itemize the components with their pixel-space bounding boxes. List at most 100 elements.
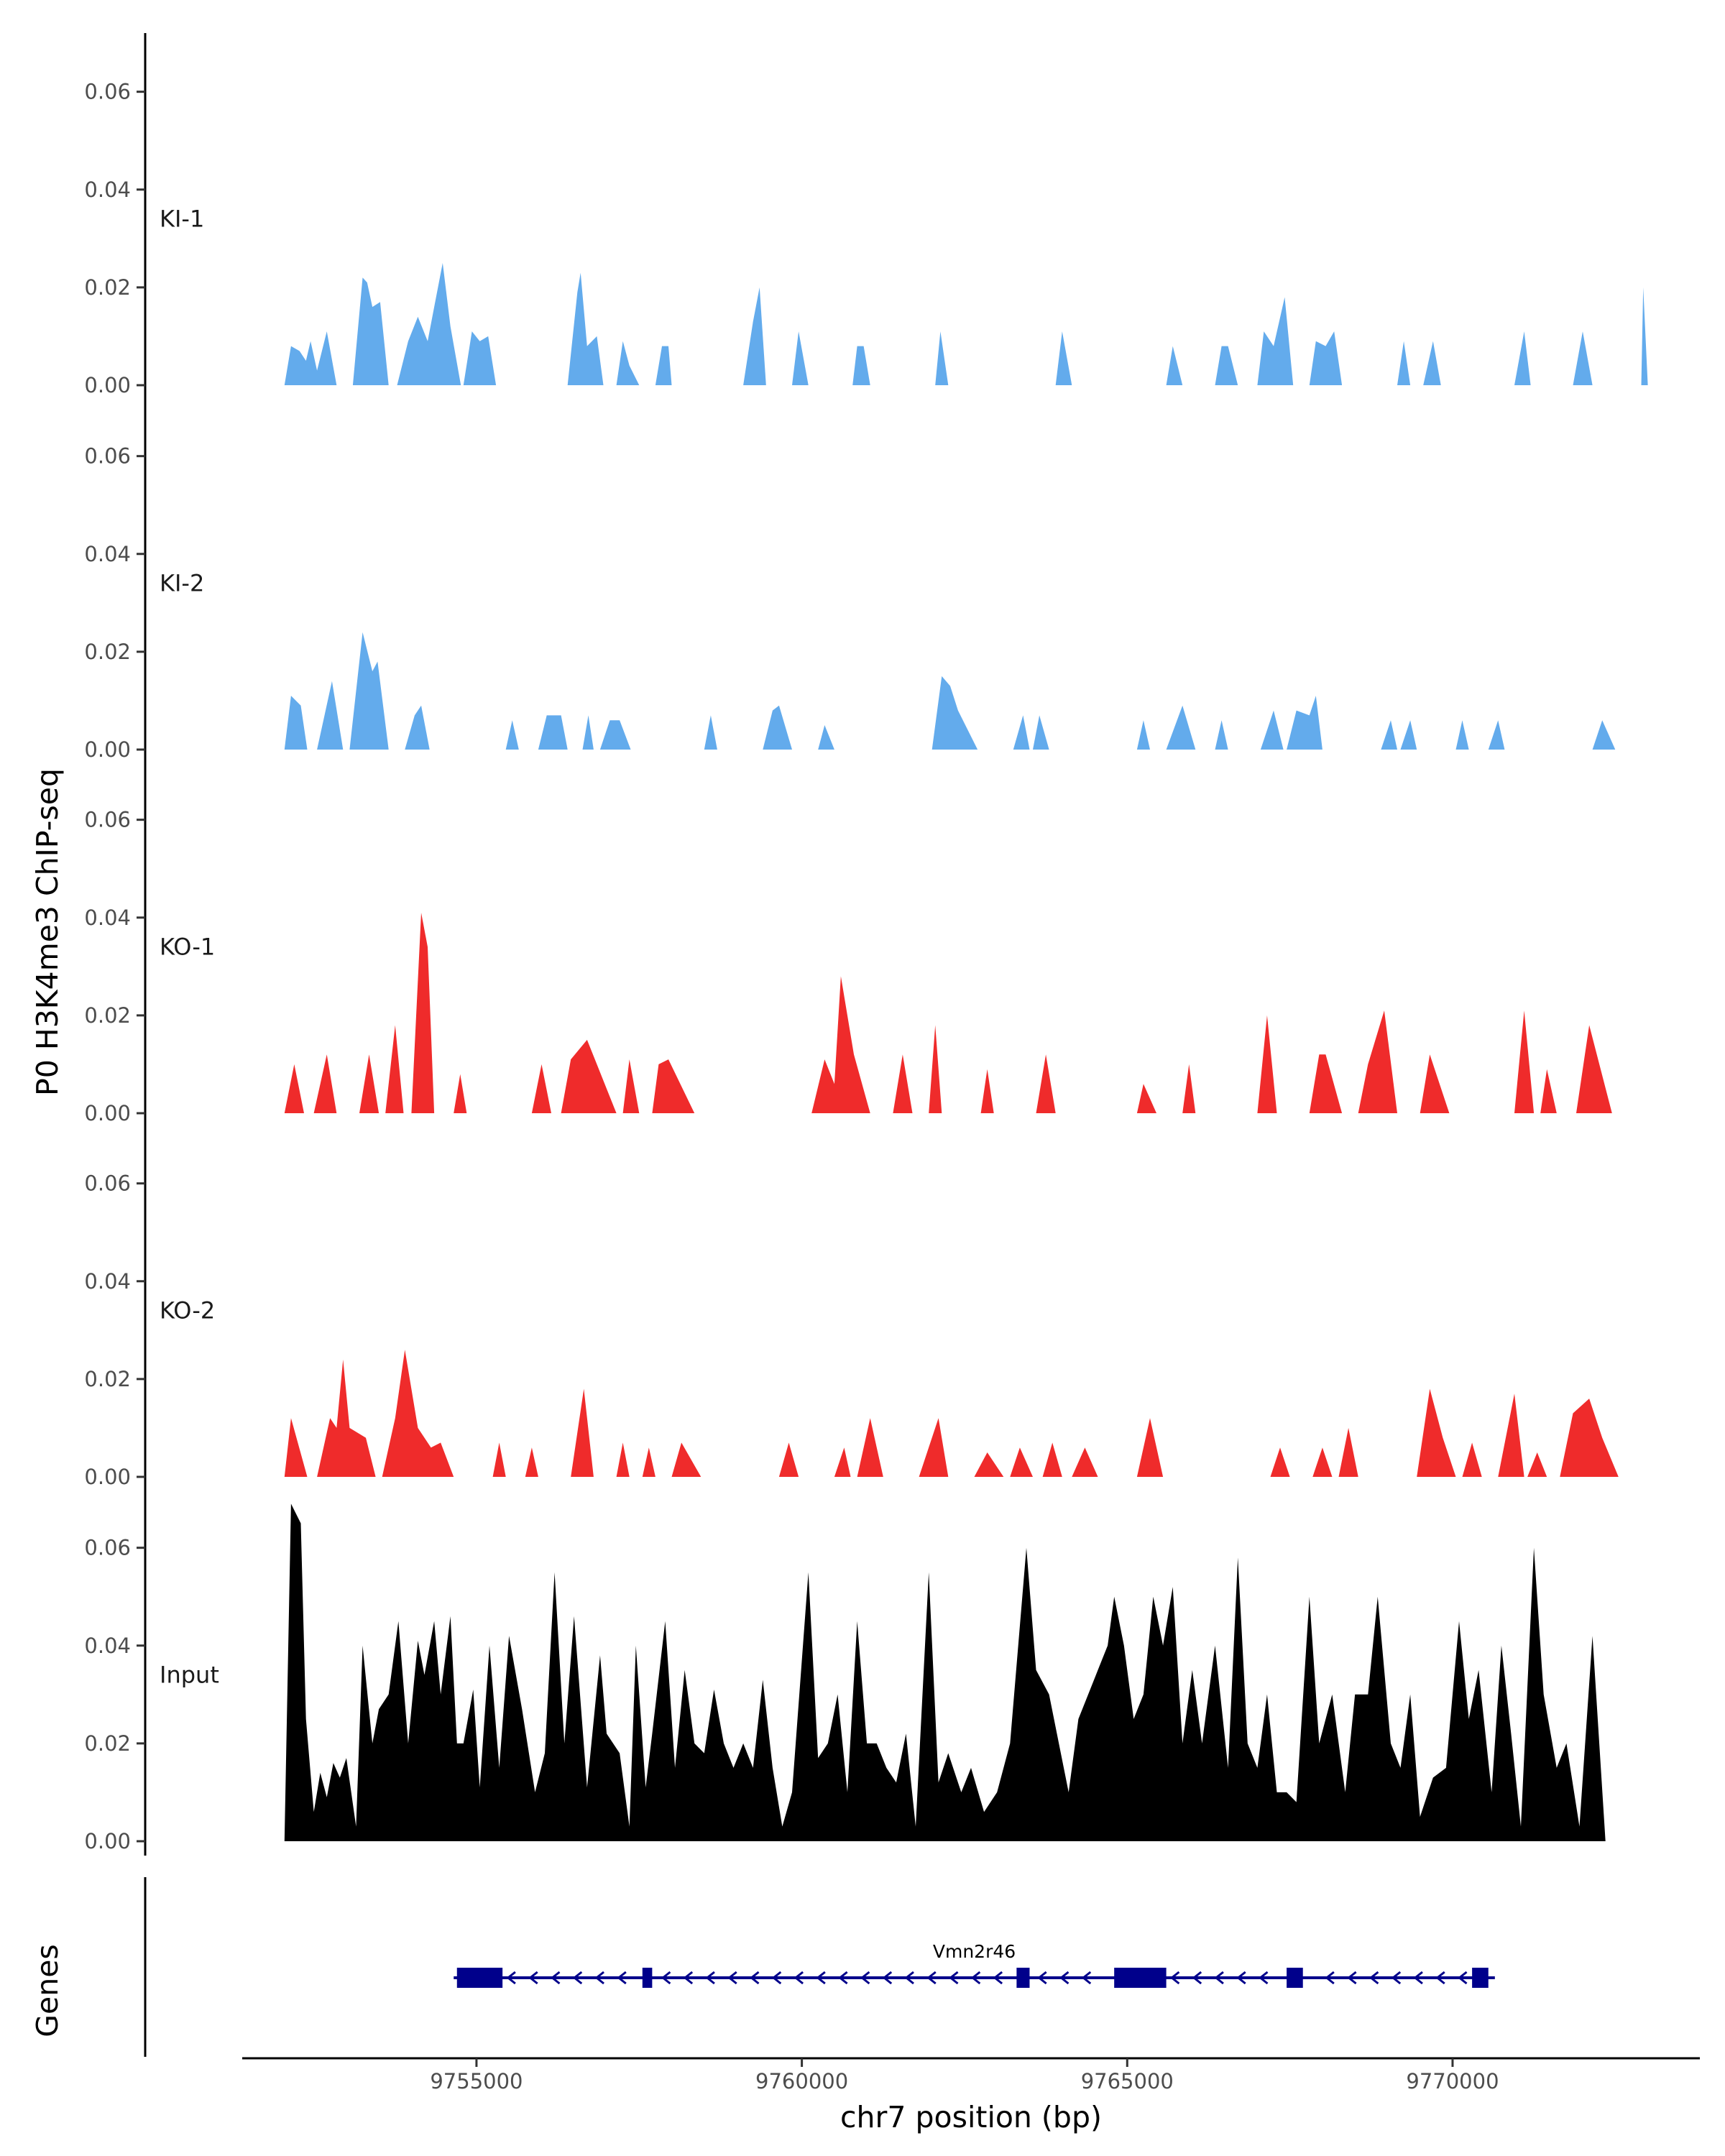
track-ko-2: 0.00 0.02 0.04 0.06 KO-2 — [84, 1125, 1619, 1491]
signal-peak — [935, 331, 949, 385]
signal-peak — [1641, 287, 1648, 385]
signal-peak — [1072, 1447, 1098, 1477]
signal-peak — [1560, 1399, 1619, 1477]
exon — [1287, 1968, 1303, 1988]
signal-peak — [1312, 1447, 1333, 1477]
signal-peak — [1257, 1015, 1277, 1113]
signal-peak — [1462, 1442, 1482, 1477]
signal-peak — [1420, 1054, 1450, 1113]
strand-arrow — [860, 1971, 870, 1985]
signal-peak — [1498, 1393, 1524, 1477]
signal-peak — [1270, 1447, 1290, 1477]
signal-peak — [571, 1388, 594, 1477]
track-ko-1: 0.00 0.02 0.04 0.06 KO-1 — [84, 761, 1612, 1128]
signal-peak — [642, 1447, 656, 1477]
strand-arrow — [1325, 1971, 1335, 1985]
signal-peak — [1540, 1069, 1557, 1113]
signal-peak — [811, 976, 870, 1113]
signal-peak — [531, 1064, 551, 1113]
y-tick-label: 0.06 — [84, 1536, 131, 1560]
signal-peak — [1573, 331, 1593, 385]
signal-peak — [1287, 696, 1322, 750]
strand-arrow — [617, 1971, 627, 1985]
strand-arrow — [572, 1971, 583, 1985]
signal-peak — [1136, 720, 1150, 750]
strand-arrow — [506, 1971, 516, 1985]
signal-peak — [616, 341, 640, 385]
signal-peak — [1033, 715, 1049, 750]
strand-arrow — [1413, 1971, 1423, 1985]
signal-peak — [1400, 720, 1417, 750]
y-tick-label: 0.04 — [84, 542, 131, 566]
track-panels: 0.00 0.02 0.04 0.06 KI-1 0.00 0.02 0.04 0.06 KI-2… — [84, 33, 1648, 1856]
signal-peak — [893, 1054, 913, 1113]
signal-peak — [1166, 705, 1196, 750]
y-tick-label: 0.00 — [84, 1101, 131, 1125]
signal-peak — [763, 705, 792, 750]
signal-peak — [1592, 720, 1616, 750]
signal-area — [284, 1503, 1606, 1841]
signal-peak — [385, 1025, 404, 1113]
signal-peak — [313, 1054, 337, 1113]
signal-peak — [1397, 341, 1411, 385]
signal-peak — [405, 705, 430, 750]
strand-arrow — [1259, 1971, 1269, 1985]
signal-peak — [1260, 710, 1284, 750]
signal-peak — [792, 331, 809, 385]
track-ki-2: 0.00 0.02 0.04 0.06 KI-2 — [84, 397, 1616, 764]
genes-axis-title: Genes — [30, 1944, 65, 2037]
signal-peak — [834, 1447, 851, 1477]
signal-peak — [1381, 720, 1397, 750]
signal-peak — [411, 913, 435, 1113]
exon — [1472, 1968, 1489, 1988]
y-tick-label: 0.02 — [84, 275, 131, 300]
strand-arrow — [594, 1971, 604, 1985]
signal-peak — [317, 681, 344, 750]
strand-arrow — [949, 1971, 959, 1985]
signal-peak — [352, 277, 389, 385]
strand-arrow — [1458, 1971, 1468, 1985]
signal-peak — [525, 1447, 538, 1477]
gene-panel: Vmn2r46 — [144, 1877, 1495, 2057]
signal-peak — [1488, 720, 1505, 750]
signal-peak — [818, 725, 834, 750]
signal-peak — [1215, 720, 1228, 750]
strand-arrow — [838, 1971, 848, 1985]
strand-arrow — [705, 1971, 715, 1985]
signal-peak — [743, 287, 766, 385]
signal-peak — [1358, 1010, 1397, 1113]
y-tick-label: 0.02 — [84, 1731, 131, 1756]
signal-peak — [561, 1039, 617, 1113]
gene-name-label: Vmn2r46 — [933, 1941, 1016, 1962]
y-tick-label: 0.04 — [84, 1269, 131, 1294]
y-tick-label: 0.06 — [84, 444, 131, 469]
strand-arrow — [882, 1971, 893, 1985]
signal-peak — [919, 1418, 949, 1477]
strand-arrow — [1192, 1971, 1202, 1985]
y-tick-label: 0.00 — [84, 1465, 131, 1489]
signal-peak — [567, 272, 604, 385]
exon — [456, 1968, 503, 1988]
exon — [1114, 1968, 1167, 1988]
strand-arrow — [661, 1971, 671, 1985]
signal-peak — [1013, 715, 1030, 750]
y-tick-label: 0.02 — [84, 1003, 131, 1028]
strand-arrow — [1347, 1971, 1357, 1985]
signal-peak — [599, 720, 631, 750]
signal-peak — [929, 1025, 942, 1113]
signal-peak — [1010, 1447, 1033, 1477]
strand-arrow — [771, 1971, 782, 1985]
signal-peak — [1215, 346, 1238, 385]
signal-peak — [704, 715, 717, 750]
signal-peak — [1136, 1084, 1156, 1113]
signal-peak — [538, 715, 568, 750]
strand-arrow — [816, 1971, 826, 1985]
signal-peak — [382, 1350, 454, 1477]
strand-arrow — [1037, 1971, 1047, 1985]
strand-arrow — [1059, 1971, 1070, 1985]
x-tick-label: 9765000 — [1081, 2069, 1174, 2093]
y-tick-label: 0.04 — [84, 178, 131, 202]
signal-peak — [974, 1452, 1004, 1477]
y-tick-label: 0.06 — [84, 80, 131, 104]
